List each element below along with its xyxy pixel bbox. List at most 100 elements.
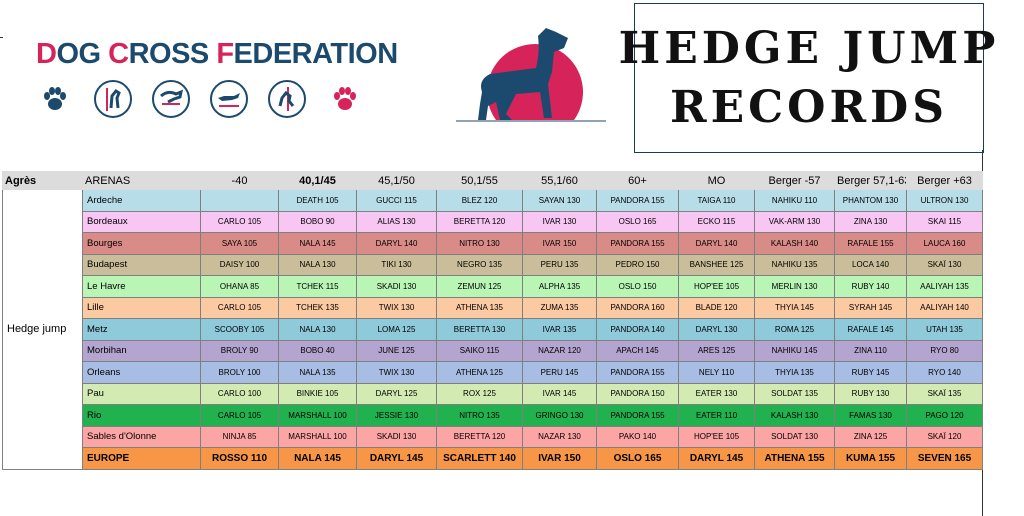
table-row: Le Havre OHANA 85 TCHEK 115 SKADI 130 ZEMUN … <box>3 275 983 298</box>
record-cell: ZUMA 135 <box>522 296 597 319</box>
record-cell: OSLO 150 <box>596 275 679 298</box>
table-row: Sables d'Olonne NINJA 85 MARSHALL 100 SKADI… <box>3 425 983 448</box>
record-cell: BROLY 90 <box>200 339 279 362</box>
table-row: Lille CARLO 105 TCHEK 135 TWIX 130 ATHENA 13… <box>3 296 983 319</box>
record-cell: TAIGA 110 <box>678 189 755 212</box>
record-cell: DARYL 140 <box>678 232 755 255</box>
federation-logo-title: DOG CROSS FEDERATION <box>36 38 398 71</box>
record-cell: DARYL 125 <box>356 382 437 405</box>
record-cell: BOBO 40 <box>278 339 357 362</box>
column-header-arenas: ARENAS <box>82 171 201 190</box>
record-cell: SKAÏ 120 <box>906 425 983 448</box>
record-cell: BANSHEE 125 <box>678 253 755 276</box>
records-table: Agrès ARENAS -40 40,1/45 45,1/50 50,1/55… <box>2 171 983 470</box>
discipline-icon-row <box>36 80 364 118</box>
record-cell: KALASH 130 <box>754 404 835 427</box>
record-cell: TWIX 130 <box>356 296 437 319</box>
record-cell: ROX 125 <box>436 382 523 405</box>
record-cell: TCHEK 115 <box>278 275 357 298</box>
record-cell: PANDORA 155 <box>596 361 679 384</box>
record-cell: PANDORA 150 <box>596 382 679 405</box>
record-cell: HOP'EE 105 <box>678 425 755 448</box>
records-table-body: Hedge jump Ardeche DEATH 105 GUCCI 115 BLEZ … <box>2 189 983 470</box>
record-cell: BERETTA 120 <box>436 210 523 233</box>
logo-text-part: ROSS <box>128 38 217 70</box>
arena-cell: Ardeche <box>82 189 201 212</box>
record-cell: NALA 145 <box>278 447 357 470</box>
record-cell: SCARLETT 140 <box>436 447 523 470</box>
table-row: Metz SCOOBY 105 NALA 130 LOMA 125 BERETTA 13… <box>3 318 983 341</box>
record-cell: SKAÏ 130 <box>906 253 983 276</box>
record-cell: PANDORA 160 <box>596 296 679 319</box>
discipline-cell: Hedge jump <box>2 189 83 470</box>
record-cell: GUCCI 115 <box>356 189 437 212</box>
record-cell: APACH 145 <box>596 339 679 362</box>
records-title-box: HEDGE JUMP RECORDS <box>619 3 995 153</box>
dog-pole-jump-icon <box>94 80 132 118</box>
record-cell: UTAH 135 <box>906 318 983 341</box>
table-row: Rio CARLO 105 MARSHALL 100 JESSIE 130 NITRO … <box>3 404 983 427</box>
record-cell: IVAR 135 <box>522 318 597 341</box>
record-cell: DARYL 140 <box>356 232 437 255</box>
record-cell: RUBY 140 <box>834 275 907 298</box>
record-cell: SCOOBY 105 <box>200 318 279 341</box>
record-cell: BLEZ 120 <box>436 189 523 212</box>
record-cell: SAIKO 115 <box>436 339 523 362</box>
arena-cell: Morbihan <box>82 339 201 362</box>
record-cell: NAZAR 120 <box>522 339 597 362</box>
column-header: 50,1/55 <box>436 171 523 190</box>
record-cell: SKAÏ 135 <box>906 382 983 405</box>
record-cell: PERU 135 <box>522 253 597 276</box>
dog-hurdle-icon <box>152 80 190 118</box>
record-cell: CARLO 105 <box>200 296 279 319</box>
record-cell: TIKI 130 <box>356 253 437 276</box>
record-cell: SKAI 115 <box>906 210 983 233</box>
record-cell: MARSHALL 100 <box>278 425 357 448</box>
record-cell: CARLO 100 <box>200 382 279 405</box>
europe-record-row: EUROPE ROSSO 110 NALA 145 DARYL 145 SCARLETT… <box>3 447 983 470</box>
record-cell: ZINA 125 <box>834 425 907 448</box>
record-cell: NAZAR 130 <box>522 425 597 448</box>
record-cell: RUBY 130 <box>834 382 907 405</box>
record-cell: NALA 145 <box>278 232 357 255</box>
record-cell: RYO 80 <box>906 339 983 362</box>
record-cell: IVAR 130 <box>522 210 597 233</box>
corner-mark <box>0 37 3 38</box>
record-cell: ATHENA 125 <box>436 361 523 384</box>
record-cell: PANDORA 155 <box>596 189 679 212</box>
record-cell: KALASH 140 <box>754 232 835 255</box>
record-cell: PHANTOM 130 <box>834 189 907 212</box>
arena-cell: Pau <box>82 382 201 405</box>
record-cell: SKADI 130 <box>356 275 437 298</box>
record-cell: ZINA 110 <box>834 339 907 362</box>
record-cell: OSLO 165 <box>596 210 679 233</box>
record-cell: PAGO 120 <box>906 404 983 427</box>
record-cell: BOBO 90 <box>278 210 357 233</box>
record-cell: ULTRON 130 <box>906 189 983 212</box>
record-cell: EATER 110 <box>678 404 755 427</box>
column-header: Berger -57 <box>754 171 835 190</box>
record-cell: ALPHA 135 <box>522 275 597 298</box>
record-cell: CARLO 105 <box>200 210 279 233</box>
arena-cell: Metz <box>82 318 201 341</box>
arena-cell: Bordeaux <box>82 210 201 233</box>
record-cell: MERLIN 130 <box>754 275 835 298</box>
arena-cell: Rio <box>82 404 201 427</box>
column-header: 40,1/45 <box>278 171 357 190</box>
record-cell: LOCA 140 <box>834 253 907 276</box>
arena-cell: Bourges <box>82 232 201 255</box>
record-cell: JESSIE 130 <box>356 404 437 427</box>
record-cell: THYIA 145 <box>754 296 835 319</box>
record-cell: OHANA 85 <box>200 275 279 298</box>
record-cell: RYO 140 <box>906 361 983 384</box>
column-header: Berger 57,1-63 <box>834 171 907 190</box>
record-cell: EATER 130 <box>678 382 755 405</box>
record-cell: NALA 135 <box>278 361 357 384</box>
logo-text-part: OG <box>56 38 109 70</box>
record-cell: SOLDAT 130 <box>754 425 835 448</box>
column-header: 60+ <box>596 171 679 190</box>
record-cell: HOP'EE 105 <box>678 275 755 298</box>
record-cell: AALIYAH 135 <box>906 275 983 298</box>
column-header: 55,1/60 <box>522 171 597 190</box>
record-cell: DARYL 145 <box>356 447 437 470</box>
